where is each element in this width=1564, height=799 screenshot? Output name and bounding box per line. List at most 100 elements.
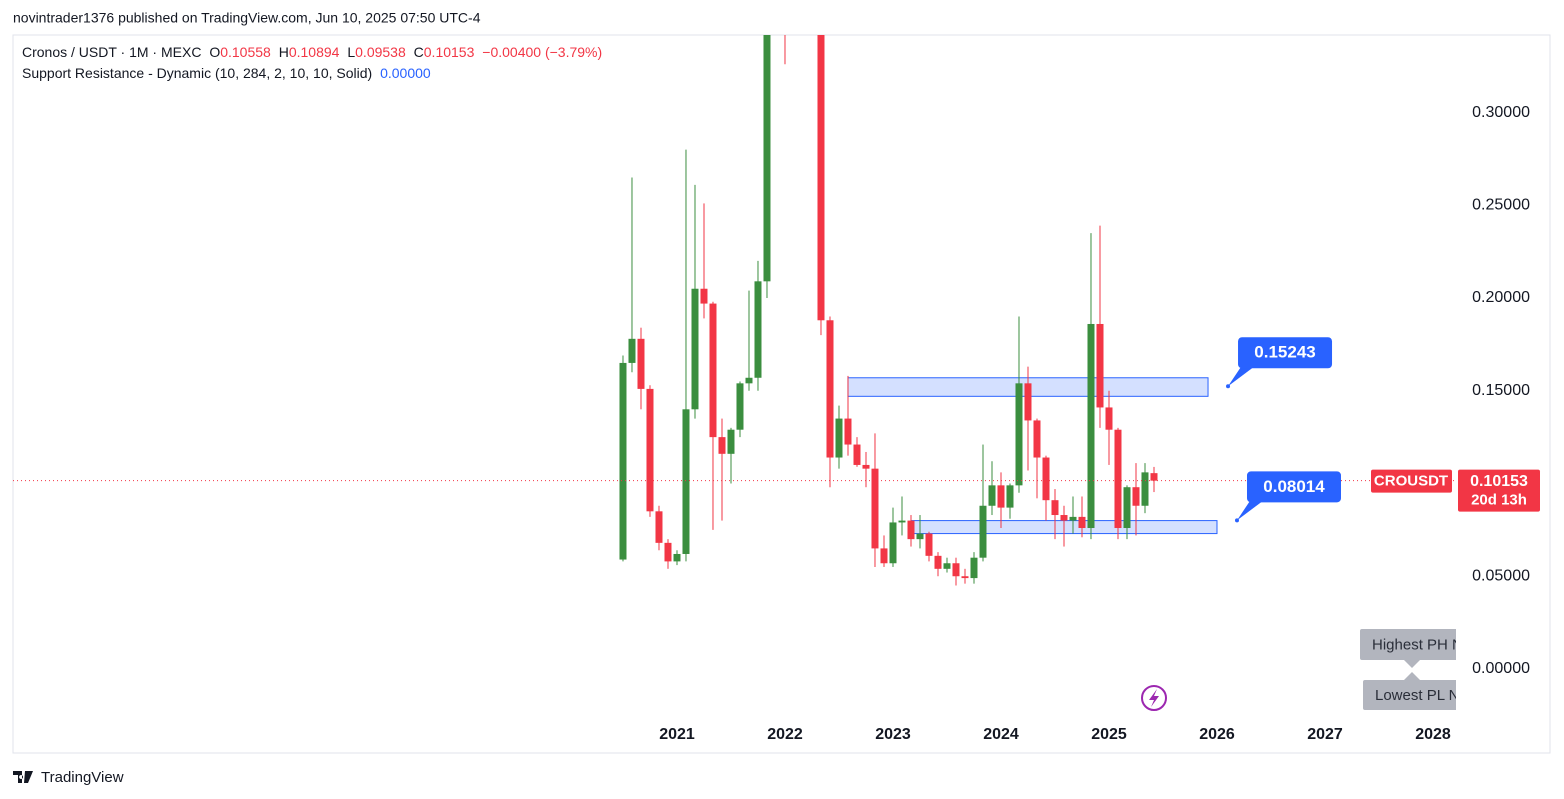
- candle-body: [817, 35, 825, 321]
- alert-circle: [1141, 685, 1167, 711]
- candle-body: [907, 520, 915, 540]
- y-tick-label: 0.15000: [1472, 382, 1530, 399]
- change-pct: (−3.79%): [545, 44, 602, 60]
- overlay: 0.00000 0.05000 0.15000 0.20000 0.25000 0.300…: [659, 104, 1540, 743]
- candle-body: [1006, 485, 1014, 508]
- pivot-tail: [1404, 672, 1420, 680]
- candle-body: [952, 563, 960, 577]
- candle-body: [988, 485, 996, 506]
- candle-body: [664, 542, 672, 562]
- candle-body: [682, 409, 690, 554]
- candle-body: [763, 35, 771, 282]
- open-value: 0.10558: [220, 44, 271, 60]
- low-value: 0.09538: [355, 44, 406, 60]
- close-value: 0.10153: [424, 44, 475, 60]
- candle-body: [1114, 429, 1122, 529]
- candle-body: [997, 485, 1005, 508]
- callout-tail: [1228, 365, 1257, 387]
- candle-body: [691, 288, 699, 410]
- candle-body: [1123, 487, 1131, 529]
- y-tick-label: 0.05000: [1472, 567, 1530, 584]
- low-label: L: [347, 44, 355, 60]
- symbol-tag-label: CROUSDT: [1374, 473, 1448, 490]
- y-tick-label: 0.25000: [1472, 196, 1530, 213]
- high-value: 0.10894: [289, 44, 340, 60]
- pivot-box: [1363, 680, 1456, 710]
- candle-body: [673, 553, 681, 562]
- candle-body: [871, 468, 879, 549]
- symbol: Cronos / USDT · 1M · MEXC: [22, 44, 201, 60]
- candle-body: [961, 576, 969, 579]
- price-tag-label: 0.10153: [1470, 473, 1528, 490]
- candle-body: [970, 557, 978, 579]
- candle-body: [1078, 516, 1086, 529]
- y-tick-label: 0.00000: [1472, 660, 1530, 677]
- candle-body: [898, 520, 906, 523]
- footer-brand: TradingView: [41, 769, 124, 786]
- logo-mark: [13, 771, 33, 783]
- candle-body: [1060, 515, 1068, 521]
- y-tick-label: 0.20000: [1472, 289, 1530, 306]
- candle-body: [1069, 516, 1077, 521]
- callout-label: 0.15243: [1254, 343, 1315, 362]
- candle-body: [736, 383, 744, 430]
- candle-body: [1024, 383, 1032, 421]
- candle-body: [646, 388, 654, 512]
- candle-body: [880, 548, 888, 564]
- candle-body: [727, 429, 735, 454]
- candle-body: [979, 505, 987, 558]
- candle-body: [835, 418, 843, 458]
- x-tick-label: 2028: [1415, 726, 1451, 743]
- callout-tail: [1236, 499, 1265, 521]
- candle-body: [655, 511, 663, 543]
- alert-icon[interactable]: [1141, 685, 1167, 711]
- x-tick-label: 2026: [1199, 726, 1235, 743]
- candle-body: [1096, 323, 1104, 408]
- candle-body: [700, 288, 708, 304]
- alert-bolt: [1149, 689, 1159, 707]
- candle-body: [862, 464, 870, 469]
- callout-label: 0.08014: [1263, 477, 1325, 496]
- candle-body: [1051, 500, 1059, 516]
- indicator: Support Resistance - Dynamic (10, 284, 2…: [22, 65, 431, 81]
- candle-body: [925, 533, 933, 556]
- price-tag: [1458, 469, 1540, 512]
- pivot-labels: Highest PH N Lowest PL N: [1360, 629, 1463, 710]
- candle-body: [943, 563, 951, 569]
- pane: [13, 35, 1456, 586]
- chart-border: [12, 34, 1551, 754]
- pivot-tail: [1404, 660, 1420, 668]
- candle-body: [1132, 487, 1140, 506]
- y-tick-label: 0.30000: [1472, 104, 1530, 121]
- candle-body: [844, 418, 852, 445]
- high-label: H: [279, 44, 289, 60]
- candle-body: [754, 281, 762, 378]
- pivot-label: Highest PH N: [1372, 636, 1463, 653]
- candle-body: [853, 444, 861, 465]
- countdown-label: 20d 13h: [1471, 492, 1527, 509]
- candle-body: [718, 437, 726, 454]
- legend: Cronos / USDT · 1M · MEXC O0.10558 H0.10…: [22, 44, 602, 60]
- close-label: C: [414, 44, 424, 60]
- x-tick-label: 2022: [767, 726, 803, 743]
- candle-body: [1015, 383, 1023, 486]
- change: −0.00400: [482, 44, 541, 60]
- open-label: O: [209, 44, 220, 60]
- candle-body: [889, 522, 897, 564]
- candle-body: [628, 338, 636, 363]
- candle-body: [826, 320, 834, 458]
- candle-body: [934, 555, 942, 569]
- x-tick-label: 2025: [1091, 726, 1127, 743]
- callout-box: [1238, 337, 1333, 369]
- x-tick-label: 2027: [1307, 726, 1343, 743]
- indicator-value: 0.00000: [380, 65, 431, 81]
- candle-body: [1087, 323, 1095, 529]
- candle-body: [1033, 420, 1041, 458]
- candle-body: [745, 377, 753, 384]
- candle-body: [1141, 472, 1149, 506]
- footer-logo: TradingView: [13, 769, 124, 786]
- candle-body: [1105, 407, 1113, 430]
- symbol-tag: [1371, 469, 1452, 493]
